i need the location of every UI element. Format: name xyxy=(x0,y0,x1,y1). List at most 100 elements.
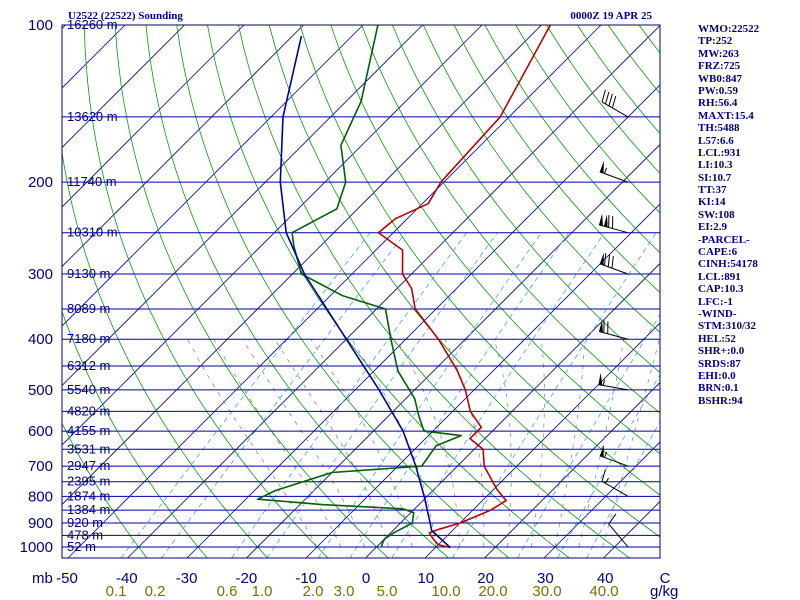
index-item: SI:10.7 xyxy=(698,171,732,184)
stability-indices-panel: WMO:22522 TP:252 MW:263 FRZ:725 WB0:847 PW:0.… xyxy=(698,23,798,407)
mixing-ratio-tick-label: 20.0 xyxy=(478,583,507,600)
height-label: 52 m xyxy=(67,539,96,554)
trace-layer xyxy=(256,25,552,549)
dry-adiabat-line xyxy=(145,25,449,558)
dry-adiabat-line xyxy=(330,25,660,455)
index-item: CAP:10.3 xyxy=(698,283,744,296)
height-label: 5540 m xyxy=(67,382,110,397)
chart-title: U2522 (22522) Sounding xyxy=(68,10,183,22)
index-item: HEL:52 xyxy=(698,332,736,345)
index-item: EHI:0.0 xyxy=(698,369,736,382)
index-item: MAXT:15.4 xyxy=(698,109,754,122)
index-item: PW:0.59 xyxy=(698,84,739,97)
height-label: 10310 m xyxy=(67,225,118,240)
sounding-trace-1 xyxy=(256,25,462,548)
index-item: CINH:54178 xyxy=(698,258,758,271)
pressure-tick-label: 400 xyxy=(28,331,53,348)
temperature-tick-label: -30 xyxy=(176,570,198,587)
height-label: 3531 m xyxy=(67,441,110,456)
mixing-ratio-tick-label: 5.0 xyxy=(377,583,398,600)
wind-barb xyxy=(598,319,629,340)
dry-adiabat-line xyxy=(453,25,660,293)
index-item: TP:252 xyxy=(698,35,733,48)
index-item: STM:310/32 xyxy=(698,320,757,333)
index-item: LI:10.3 xyxy=(698,159,733,172)
mixing-ratio-tick-label: 0.1 xyxy=(106,583,127,600)
index-item: LCL:931 xyxy=(698,146,741,159)
mixing-ratio-tick-label: 2.0 xyxy=(303,583,324,600)
wind-barb xyxy=(598,372,629,391)
plot-frame xyxy=(61,24,661,559)
isotherm-line xyxy=(365,262,660,558)
temperature-tick-label: -40 xyxy=(116,570,138,587)
dry-adiabat-line xyxy=(422,25,660,333)
isotherm-line xyxy=(62,25,364,327)
pressure-tick-label: 1000 xyxy=(20,539,53,556)
height-label: 2395 m xyxy=(67,474,110,489)
isotherm-line xyxy=(62,25,423,387)
isotherm-line xyxy=(62,25,304,268)
temperature-tick-label: 10 xyxy=(417,570,434,587)
wind-barb-layer xyxy=(598,89,629,548)
grid-layer xyxy=(62,25,660,558)
wind-barb xyxy=(608,513,629,548)
index-item: LCL:891 xyxy=(698,270,741,283)
height-label: 6312 m xyxy=(67,358,110,373)
height-label: 1384 m xyxy=(67,502,110,517)
sounding-trace-0 xyxy=(377,25,552,549)
index-item: EI:2.9 xyxy=(698,221,728,234)
height-label: 920 m xyxy=(67,515,103,530)
index-item: TT:37 xyxy=(698,184,727,197)
pressure-tick-label: 200 xyxy=(28,174,53,191)
index-item: MW:263 xyxy=(698,47,739,60)
height-label: 11740 m xyxy=(67,174,117,189)
height-label: 8089 m xyxy=(67,301,110,316)
index-item: SW:108 xyxy=(698,208,735,221)
isotherm-line xyxy=(543,441,660,558)
temperature-tick-label: 30 xyxy=(537,570,554,587)
mixing-ratio-line xyxy=(231,232,468,558)
isotherm-line xyxy=(127,25,660,558)
isotherm-line xyxy=(186,84,660,558)
height-label: 4155 m xyxy=(67,423,110,438)
wind-barb xyxy=(599,160,629,183)
index-item: TH:5488 xyxy=(698,122,740,135)
isotherm-line xyxy=(62,25,483,446)
height-label: 1874 m xyxy=(67,488,110,503)
index-item: RH:56.4 xyxy=(698,97,738,110)
pressure-tick-label: 900 xyxy=(28,515,53,532)
height-label: 4820 m xyxy=(67,403,110,418)
index-item: LFC:-1 xyxy=(698,295,733,308)
mixing-ratio-tick-label: 1.0 xyxy=(252,583,273,600)
height-label: 2947 m xyxy=(67,458,110,473)
chart-time: 0000Z 19 APR 25 xyxy=(570,10,652,22)
dry-adiabat-line xyxy=(114,25,389,558)
temperature-tick-label: C xyxy=(660,570,671,587)
index-item: L57:6.6 xyxy=(698,134,734,147)
index-item: BSHR:94 xyxy=(698,394,743,407)
isotherm-line xyxy=(62,25,245,208)
index-item: -PARCEL- xyxy=(698,233,750,246)
dry-adiabat-line xyxy=(238,25,630,558)
dry-adiabat-line xyxy=(484,25,660,254)
wind-barb xyxy=(598,213,629,234)
dry-adiabat-line xyxy=(392,25,660,373)
height-label: 13620 m xyxy=(67,109,118,124)
pressure-tick-label: 600 xyxy=(28,423,53,440)
axis-label-layer: 16260 m 13620 m 11740 m 10310 m 9130 m 8089 m… xyxy=(20,17,679,600)
isotherm-line xyxy=(62,25,542,506)
dry-adiabat-line xyxy=(207,25,570,558)
index-item: SRDS:87 xyxy=(698,357,741,370)
height-label: 16260 m xyxy=(67,17,118,32)
mixing-ratio-tick-label: 0.6 xyxy=(217,583,238,600)
wind-barb xyxy=(601,469,629,497)
wind-barb xyxy=(599,444,629,467)
height-label: 478 m xyxy=(67,527,103,542)
index-item: KI:14 xyxy=(698,196,726,209)
height-label: 9130 m xyxy=(67,266,110,281)
sounding-trace-2 xyxy=(279,35,451,549)
pressure-tick-label: 500 xyxy=(28,382,53,399)
dry-adiabat-line xyxy=(361,25,660,414)
